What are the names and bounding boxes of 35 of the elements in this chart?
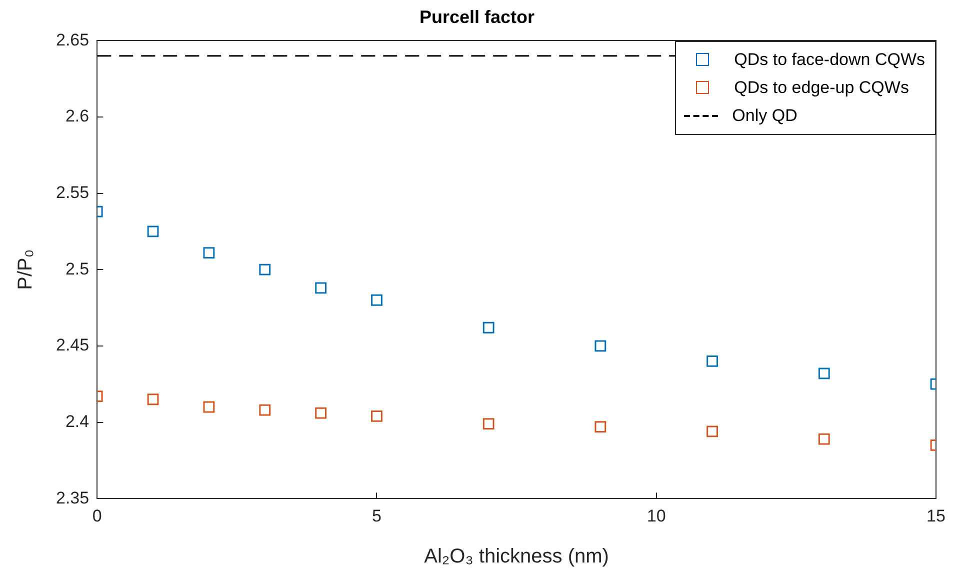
y-tick-label: 2.65 xyxy=(56,30,90,50)
point xyxy=(818,433,830,445)
y-tick-label: 2.6 xyxy=(65,106,90,126)
x-axis-title: Al₂O₃ thickness (nm) xyxy=(424,546,609,568)
point xyxy=(147,226,159,238)
x-tick-label: 10 xyxy=(646,506,666,526)
point xyxy=(594,421,606,433)
y-tick-label: 2.45 xyxy=(56,336,90,355)
point xyxy=(315,282,326,294)
x-tick-label: 0 xyxy=(92,506,102,526)
point xyxy=(594,340,606,352)
point xyxy=(147,394,159,406)
x-tick-label: 15 xyxy=(926,506,946,526)
point xyxy=(482,418,494,430)
point xyxy=(371,410,382,422)
point xyxy=(203,247,215,259)
point xyxy=(259,264,271,276)
y-axis-title: P/P₀ xyxy=(14,249,37,290)
point xyxy=(818,368,830,380)
chart-title: Purcell factor xyxy=(419,6,535,27)
y-tick-label: 2.4 xyxy=(65,412,90,431)
point xyxy=(706,426,718,438)
y-tick-label: 2.55 xyxy=(56,182,90,202)
y-tick-label: 2.5 xyxy=(65,259,90,278)
point xyxy=(315,407,326,419)
point xyxy=(259,404,271,416)
point xyxy=(203,401,215,413)
y-tick-label: 2.35 xyxy=(56,488,90,508)
point xyxy=(371,294,382,306)
point xyxy=(482,322,494,334)
point xyxy=(706,356,718,367)
legend-label: QDs to face-down CQWs xyxy=(734,48,925,71)
legend-label: QDs to edge-up CQWs xyxy=(734,76,909,99)
legend-label: Only QD xyxy=(732,104,798,127)
x-tick-label: 5 xyxy=(372,506,382,526)
